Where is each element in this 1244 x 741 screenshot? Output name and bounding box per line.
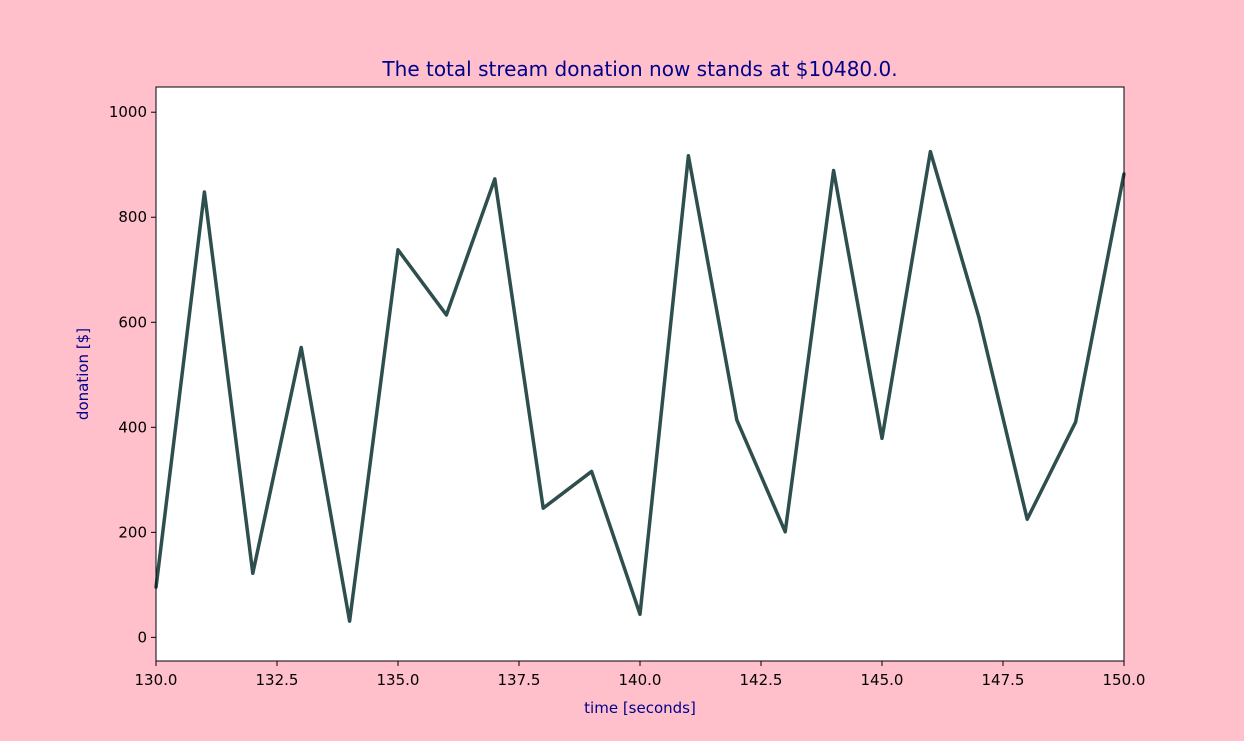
x-axis-label: time [seconds] xyxy=(584,699,696,717)
plot-frame xyxy=(155,86,1125,662)
x-tick-label: 150.0 xyxy=(1103,671,1146,689)
x-axis: 130.0 132.5 135.0 137.5 140.0 142.5 145.0 147.5… xyxy=(135,661,1146,689)
y-tick-label: 800 xyxy=(118,208,147,226)
x-tick-label: 137.5 xyxy=(498,671,541,689)
data-point xyxy=(928,150,932,154)
data-point xyxy=(541,506,545,510)
data-point xyxy=(251,571,255,575)
y-axis-label: donation [$] xyxy=(74,328,92,420)
y-tick-label: 600 xyxy=(118,313,147,331)
chart-title: The total stream donation now stands at … xyxy=(381,57,897,81)
data-point xyxy=(783,530,787,534)
y-tick-label: 1000 xyxy=(109,103,147,121)
data-point xyxy=(735,418,739,422)
data-point xyxy=(444,313,448,317)
data-point xyxy=(686,154,690,158)
data-point xyxy=(1074,420,1078,424)
x-tick-label: 135.0 xyxy=(377,671,420,689)
data-point xyxy=(299,345,303,349)
data-point xyxy=(202,190,206,194)
data-point xyxy=(832,169,836,173)
x-tick-label: 147.5 xyxy=(982,671,1025,689)
data-point xyxy=(348,619,352,623)
data-point xyxy=(880,436,884,440)
data-point xyxy=(977,315,981,319)
data-point xyxy=(638,612,642,616)
y-tick-label: 200 xyxy=(118,523,147,541)
x-tick-label: 140.0 xyxy=(619,671,662,689)
plot-area xyxy=(156,87,1124,661)
data-point xyxy=(396,248,400,252)
y-tick-label: 400 xyxy=(118,418,147,436)
data-point xyxy=(493,177,497,181)
data-point xyxy=(590,469,594,473)
data-point xyxy=(1025,517,1029,521)
x-tick-label: 130.0 xyxy=(135,671,178,689)
y-axis: 0 200 400 600 800 1000 xyxy=(109,103,156,646)
x-tick-label: 132.5 xyxy=(256,671,299,689)
x-tick-label: 142.5 xyxy=(740,671,783,689)
series-layer xyxy=(154,149,1126,623)
y-tick-label: 0 xyxy=(137,628,147,646)
x-tick-label: 145.0 xyxy=(861,671,904,689)
